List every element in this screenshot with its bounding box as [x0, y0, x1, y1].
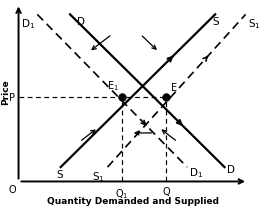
Text: Price: Price	[1, 79, 10, 105]
Text: S$_1$: S$_1$	[248, 17, 261, 31]
Text: E: E	[171, 82, 177, 92]
Text: D: D	[77, 17, 85, 27]
Text: O: O	[8, 184, 16, 194]
Text: S$_1$: S$_1$	[92, 169, 105, 183]
Text: Quantity Demanded and Supplied: Quantity Demanded and Supplied	[47, 196, 219, 205]
Text: Q$_1$: Q$_1$	[115, 186, 128, 200]
Text: Q: Q	[162, 186, 170, 196]
Text: S: S	[213, 17, 219, 27]
Text: P: P	[9, 92, 15, 103]
Text: D: D	[227, 164, 235, 174]
Text: D$_1$: D$_1$	[190, 165, 204, 179]
Text: S: S	[56, 169, 63, 179]
Text: E$_1$: E$_1$	[107, 78, 119, 92]
Text: D$_1$: D$_1$	[21, 17, 35, 31]
